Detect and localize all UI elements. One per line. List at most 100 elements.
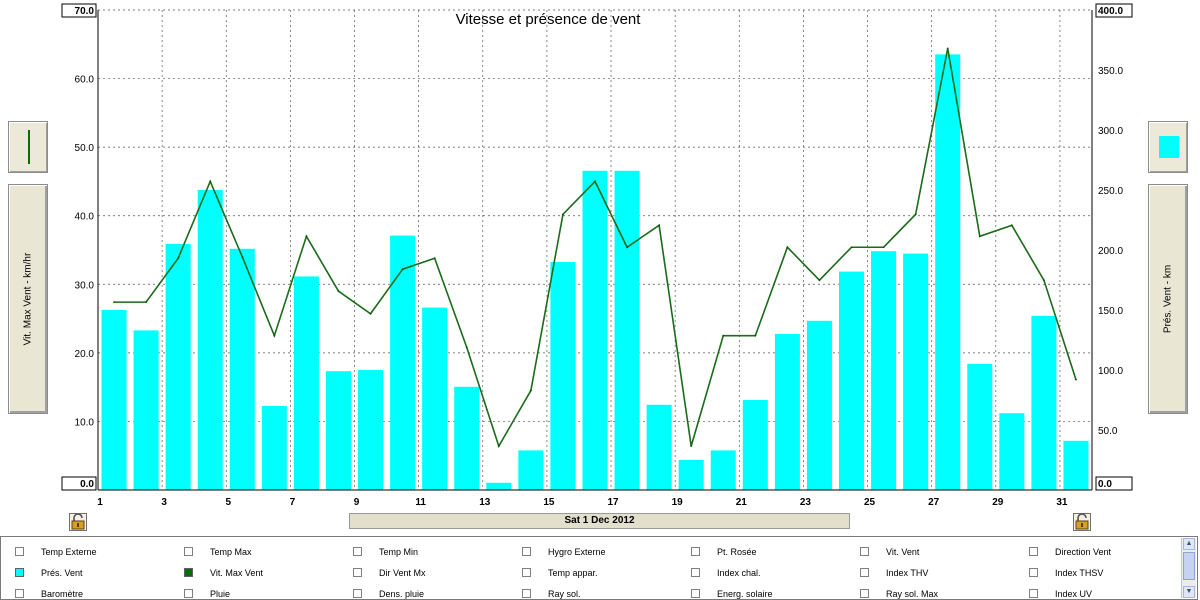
legend-checkbox[interactable] bbox=[184, 568, 193, 577]
left-tick-label: 40.0 bbox=[75, 212, 95, 223]
scroll-thumb[interactable] bbox=[1183, 552, 1195, 580]
line-point bbox=[594, 180, 596, 183]
legend-checkbox[interactable] bbox=[860, 547, 869, 556]
right-tick-label: 50.0 bbox=[1098, 426, 1118, 437]
line-point bbox=[401, 268, 404, 271]
bar-series bbox=[101, 54, 1089, 491]
legend-checkbox[interactable] bbox=[15, 547, 24, 556]
bar-pres-vent bbox=[742, 400, 768, 490]
tick-box bbox=[61, 3, 97, 18]
line-point bbox=[273, 334, 276, 337]
line-point bbox=[337, 290, 340, 293]
legend-checkbox[interactable] bbox=[1029, 568, 1038, 577]
tick-labels: 0.0 10.0 20.0 30.0 40.0 50.0 60.0 70.0 0.0 50.0 10… bbox=[61, 3, 1133, 508]
legend-checkbox[interactable] bbox=[15, 568, 24, 577]
padlock-icon[interactable] bbox=[69, 513, 87, 531]
legend-checkbox[interactable] bbox=[522, 589, 531, 598]
line-point bbox=[241, 255, 244, 258]
padlock-icon[interactable] bbox=[1073, 513, 1091, 531]
right-axis-label: Prés. Vent - km bbox=[1162, 264, 1174, 334]
legend-label: Temp appar. bbox=[548, 568, 598, 578]
bar-pres-vent bbox=[518, 450, 544, 490]
line-series bbox=[113, 47, 1077, 449]
right-tick-label: 250.0 bbox=[1098, 186, 1123, 197]
bar-pres-vent bbox=[486, 482, 512, 490]
line-point bbox=[1075, 378, 1077, 381]
legend-panel: Temp Externe Temp Max Temp Min Hygro Extern… bbox=[0, 536, 1198, 600]
bar-pres-vent bbox=[614, 170, 640, 491]
bar-pres-vent bbox=[422, 307, 448, 490]
line-point bbox=[529, 389, 532, 392]
x-tick-label: 11 bbox=[415, 497, 426, 508]
x-tick-label: 3 bbox=[161, 497, 167, 508]
right-series-button[interactable] bbox=[1148, 121, 1188, 173]
legend-checkbox[interactable] bbox=[691, 589, 700, 598]
line-point bbox=[882, 246, 885, 249]
legend-checkbox[interactable] bbox=[184, 547, 193, 556]
legend-label: Pt. Rosée bbox=[717, 547, 757, 557]
left-series-button[interactable] bbox=[8, 121, 48, 173]
right-tick-label: 150.0 bbox=[1098, 306, 1123, 317]
legend-checkbox[interactable] bbox=[1029, 589, 1038, 598]
left-tick-label: 20.0 bbox=[75, 349, 95, 360]
right-tick-label: 300.0 bbox=[1098, 126, 1123, 137]
legend-checkbox[interactable] bbox=[353, 589, 362, 598]
x-tick-label: 7 bbox=[290, 497, 296, 508]
legend-checkbox[interactable] bbox=[691, 568, 700, 577]
line-point bbox=[754, 334, 757, 337]
line-point bbox=[209, 180, 212, 183]
legend-label: Dens. pluie bbox=[379, 589, 425, 599]
x-tick-label: 9 bbox=[354, 497, 360, 508]
legend-checkbox[interactable] bbox=[691, 547, 700, 556]
legend-label: Ray sol. bbox=[548, 589, 581, 599]
x-tick-label: 29 bbox=[992, 497, 1004, 508]
legend-label: Direction Vent bbox=[1055, 547, 1112, 557]
line-point bbox=[465, 346, 468, 349]
bar-pres-vent bbox=[806, 320, 832, 490]
legend-checkbox[interactable] bbox=[860, 568, 869, 577]
x-tick-label: 1 bbox=[97, 497, 103, 508]
line-point bbox=[433, 257, 436, 260]
tick-box bbox=[1095, 476, 1133, 491]
bar-pres-vent bbox=[1031, 316, 1057, 490]
bar-pres-vent bbox=[454, 386, 480, 490]
left-tick-label: 10.0 bbox=[75, 417, 95, 428]
legend-checkbox[interactable] bbox=[184, 589, 193, 598]
chart-title: Vitesse et présence de vent bbox=[456, 11, 642, 28]
legend-checkbox[interactable] bbox=[15, 589, 24, 598]
bar-pres-vent bbox=[774, 334, 800, 490]
line-point bbox=[658, 224, 661, 227]
chart-svg: 0.0 10.0 20.0 30.0 40.0 50.0 60.0 70.0 0.0 50.0 10… bbox=[61, 3, 1133, 508]
line-point bbox=[722, 334, 725, 337]
grid bbox=[97, 9, 1092, 491]
legend-checkbox[interactable] bbox=[860, 589, 869, 598]
line-point bbox=[850, 246, 853, 249]
x-tick-label: 13 bbox=[479, 497, 491, 508]
x-tick-label: 25 bbox=[864, 497, 876, 508]
legend-checkbox[interactable] bbox=[522, 568, 531, 577]
left-axis-title[interactable]: Vit. Max Vent - km/hr bbox=[8, 184, 48, 414]
line-point bbox=[818, 279, 821, 282]
x-tick-label: 27 bbox=[928, 497, 940, 508]
line-point bbox=[1043, 279, 1045, 282]
line-point bbox=[113, 301, 115, 304]
legend-checkbox[interactable] bbox=[1029, 547, 1038, 556]
x-tick-label: 19 bbox=[672, 497, 684, 508]
bar-pres-vent bbox=[293, 276, 319, 490]
legend-checkbox[interactable] bbox=[353, 547, 362, 556]
line-point bbox=[690, 445, 693, 448]
legend-checkbox[interactable] bbox=[353, 568, 362, 577]
scroll-down-icon[interactable]: ▼ bbox=[1183, 586, 1195, 598]
left-tick-label: 70.0 bbox=[75, 6, 95, 17]
legend-label: Index UV bbox=[1055, 589, 1093, 599]
legend-scrollbar[interactable]: ▲ ▼ bbox=[1181, 538, 1196, 598]
bar-pres-vent bbox=[678, 460, 704, 490]
scroll-up-icon[interactable]: ▲ bbox=[1183, 538, 1195, 550]
legend-checkbox[interactable] bbox=[522, 547, 531, 556]
line-point bbox=[562, 213, 564, 216]
bar-pres-vent bbox=[839, 271, 865, 490]
right-axis-title[interactable]: Prés. Vent - km bbox=[1148, 184, 1188, 414]
right-tick-label: 350.0 bbox=[1098, 66, 1123, 77]
date-scroll-bar[interactable]: Sat 1 Dec 2012 bbox=[349, 513, 850, 529]
legend-label: Energ. solaire bbox=[717, 589, 773, 599]
